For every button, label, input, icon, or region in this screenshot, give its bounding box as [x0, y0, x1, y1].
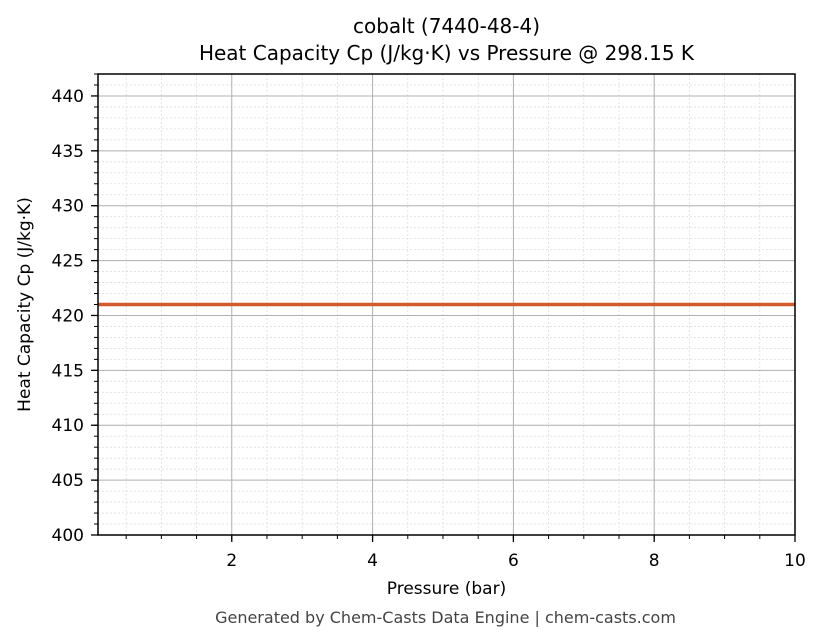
y-axis-label: Heat Capacity Cp (J/kg·K)	[15, 197, 35, 412]
y-tick-label: 405	[52, 471, 84, 491]
x-tick-label: 8	[649, 551, 660, 571]
x-tick-label: 2	[226, 551, 237, 571]
y-tick-label: 425	[52, 252, 84, 272]
y-tick-labels: 400 405 410 415 420 425 430 435 440	[52, 87, 84, 546]
y-tick-label: 420	[52, 306, 84, 326]
chart-title-property: Heat Capacity Cp (J/kg·K) vs Pressure @ …	[198, 41, 695, 65]
chart-title-compound: cobalt (7440-48-4)	[352, 14, 541, 38]
x-tick-label: 6	[508, 551, 519, 571]
y-tick-label: 415	[52, 361, 84, 381]
axis-ticks	[91, 73, 796, 542]
x-tick-labels: 2 4 6 8 10	[226, 551, 805, 571]
y-tick-label: 430	[52, 197, 84, 217]
x-tick-label: 4	[367, 551, 378, 571]
x-tick-label: 10	[784, 551, 806, 571]
y-tick-label: 435	[52, 142, 84, 162]
x-axis-label: Pressure (bar)	[387, 579, 506, 599]
y-tick-label: 440	[52, 87, 84, 107]
y-tick-label: 410	[52, 416, 84, 436]
y-tick-label: 400	[52, 526, 84, 546]
footer-credit: Generated by Chem-Casts Data Engine | ch…	[215, 608, 676, 627]
